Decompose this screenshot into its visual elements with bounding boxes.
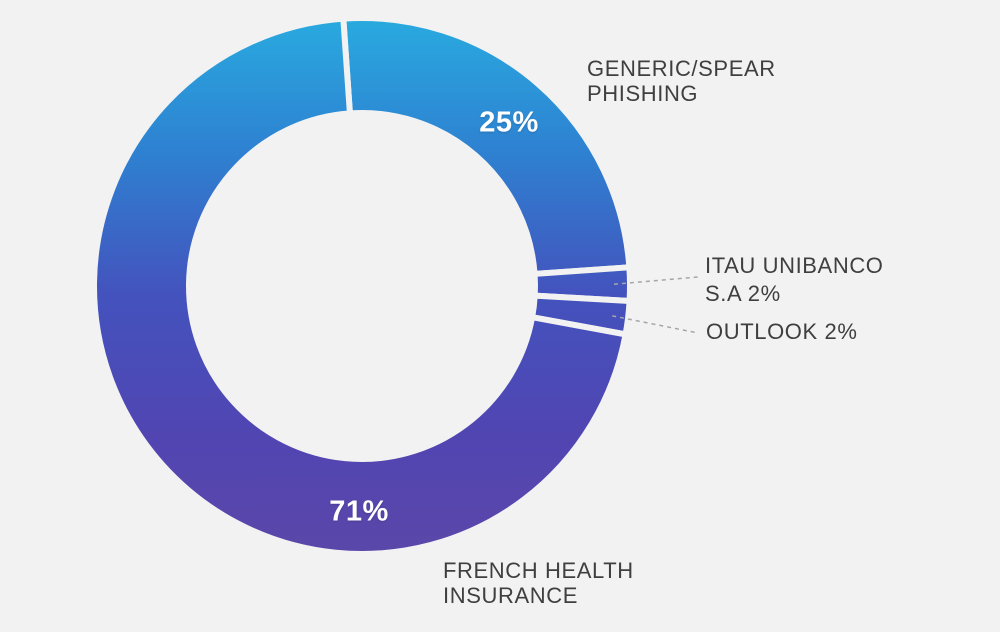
callout-generic-spear-phishing: GENERIC/SPEAR PHISHING xyxy=(587,56,776,106)
donut-slice-french-health-insurance[interactable] xyxy=(91,15,630,557)
leader-line-itau-unibanco-s-a xyxy=(613,276,699,285)
leader-line-outlook xyxy=(612,315,699,334)
leader-lines xyxy=(612,276,699,334)
donut-slices xyxy=(91,15,633,557)
callout-french-health-insurance: FRENCH HEALTH INSURANCE xyxy=(443,558,634,608)
data-label-25-percent: 25% xyxy=(479,106,539,139)
data-label-71-percent: 71% xyxy=(329,495,389,528)
callout-outlook: OUTLOOK 2% xyxy=(706,319,858,344)
callout-itau-unibanco: ITAU UNIBANCO S.A 2% xyxy=(705,253,884,306)
donut-slice-generic-spear-phishing[interactable] xyxy=(340,15,633,278)
